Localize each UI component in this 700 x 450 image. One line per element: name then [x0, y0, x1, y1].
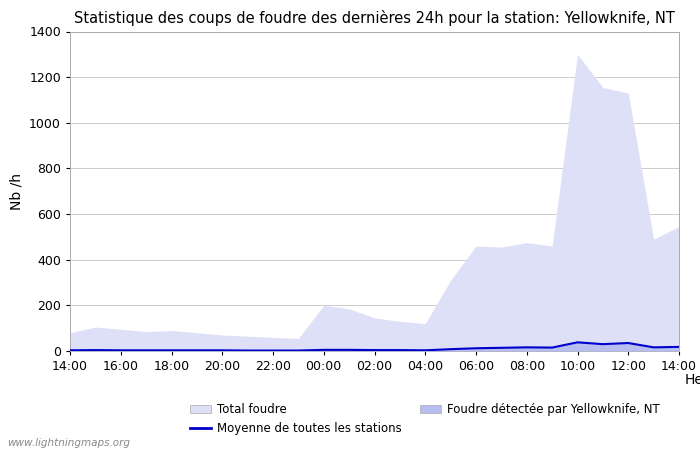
Title: Statistique des coups de foudre des dernières 24h pour la station: Yellowknife, : Statistique des coups de foudre des dern…	[74, 10, 675, 26]
Y-axis label: Nb /h: Nb /h	[10, 173, 24, 210]
Legend: Total foudre, Moyenne de toutes les stations, Foudre détectée par Yellowknife, N: Total foudre, Moyenne de toutes les stat…	[186, 398, 664, 440]
Text: www.lightningmaps.org: www.lightningmaps.org	[7, 438, 130, 448]
Text: Heure: Heure	[685, 374, 700, 387]
